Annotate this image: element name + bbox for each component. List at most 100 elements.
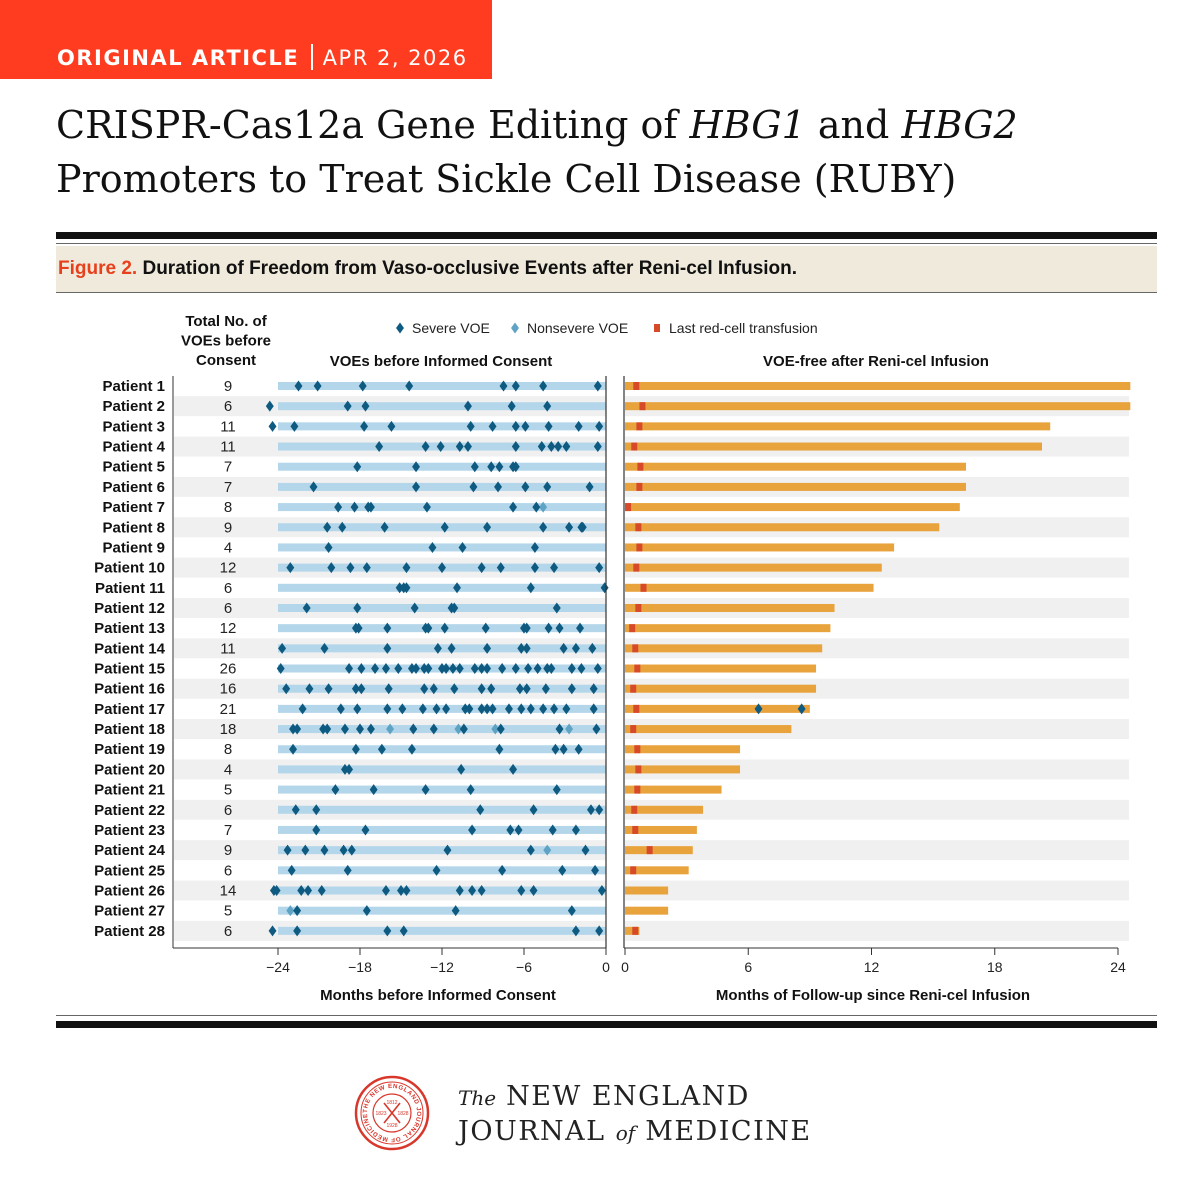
severe-voe-marker (324, 541, 333, 553)
severe-voe-marker (522, 622, 531, 634)
voe-free-bar (625, 583, 874, 592)
left-tick-label: −12 (430, 959, 454, 975)
legend-nonsevere-icon (511, 322, 519, 334)
voe-total: 6 (224, 923, 232, 940)
transfusion-marker (634, 745, 641, 754)
voe-free-bar (625, 624, 831, 633)
severe-voe-marker (550, 703, 559, 715)
voe-total: 4 (224, 539, 232, 556)
severe-voe-marker (354, 622, 363, 634)
figure-number: Figure 2. (58, 258, 138, 279)
transfusion-marker (631, 442, 638, 451)
severe-voe-marker (554, 441, 563, 453)
severe-voe-marker (443, 844, 452, 856)
severe-voe-marker (424, 622, 433, 634)
voe-total: 6 (224, 802, 232, 819)
patient-label: Patient 15 (94, 661, 165, 678)
severe-voe-marker (362, 562, 371, 574)
journal-line-2: JOURNAL of MEDICINE (458, 1115, 812, 1150)
pre-consent-band (278, 886, 606, 895)
severe-voe-marker (319, 723, 328, 735)
journal-wordmark: The NEW ENGLAND JOURNAL of MEDICINE (458, 1080, 812, 1150)
severe-voe-marker (477, 562, 486, 574)
severe-voe-marker (412, 461, 420, 473)
severe-voe-marker (522, 642, 531, 654)
severe-voe-marker (341, 723, 349, 735)
row-stripe-right (625, 880, 1129, 901)
severe-voe-marker (468, 824, 477, 836)
section-tag: ORIGINAL ARTICLE APR 2, 2026 (0, 0, 492, 79)
row-stripe-right (625, 759, 1129, 780)
severe-voe-marker (424, 663, 433, 675)
severe-voe-marker (436, 441, 445, 453)
voe-total: 9 (224, 842, 232, 859)
severe-voe-marker (559, 743, 568, 755)
transfusion-marker (635, 523, 642, 532)
severe-voe-marker (361, 400, 370, 412)
severe-voe-marker (509, 501, 518, 513)
severe-voe-marker (511, 380, 520, 392)
nonsevere-voe-marker (565, 723, 574, 735)
left-tick-label: −24 (266, 959, 290, 975)
severe-voe-marker (290, 420, 299, 432)
voe-total: 18 (220, 721, 237, 738)
voe-free-bar (625, 745, 741, 754)
severe-voe-marker (287, 864, 296, 876)
voe-free-bar (625, 725, 792, 734)
right-tick-label: 24 (1110, 959, 1126, 975)
severe-voe-marker (588, 642, 597, 654)
voe-total: 26 (220, 661, 237, 678)
transfusion-marker (634, 785, 641, 794)
transfusion-marker (636, 422, 643, 431)
patient-label: Patient 10 (94, 560, 165, 577)
severe-voe-marker (517, 642, 526, 654)
severe-voe-marker (345, 763, 354, 775)
voe-free-bar (625, 846, 693, 855)
severe-voe-marker (432, 703, 441, 715)
severe-voe-marker (371, 663, 379, 675)
severe-voe-marker (301, 844, 310, 856)
voe-total: 21 (220, 701, 237, 718)
title-gene-hbg1: HBG1 (689, 103, 806, 147)
severe-voe-marker (511, 461, 520, 473)
voe-total: 5 (224, 903, 232, 920)
severe-voe-marker (547, 663, 556, 675)
severe-voe-marker (317, 885, 326, 896)
transfusion-marker (633, 382, 640, 390)
voe-free-bar (625, 442, 1042, 451)
left-tick-label: −6 (516, 959, 532, 975)
voe-free-bar (625, 765, 741, 774)
right-tick-label: 12 (864, 959, 880, 975)
severe-voe-marker (291, 804, 300, 816)
severe-voe-marker (539, 521, 548, 533)
transfusion-marker (632, 644, 639, 653)
nonsevere-voe-marker (491, 723, 500, 735)
severe-voe-marker (278, 642, 287, 654)
severe-voe-marker (369, 784, 378, 796)
severe-voe-marker (521, 481, 530, 493)
severe-voe-marker (477, 885, 486, 896)
severe-voe-marker (283, 844, 292, 856)
severe-voe-marker (356, 723, 364, 735)
severe-voe-marker (547, 441, 556, 453)
severe-voe-marker (543, 663, 552, 675)
severe-voe-marker (544, 420, 553, 432)
transfusion-marker (630, 725, 637, 734)
title-gene-hbg2: HBG2 (901, 103, 1018, 147)
severe-voe-marker (498, 864, 507, 876)
title-line-1: CRISPR-Cas12a Gene Editing of HBG1 and H… (56, 98, 1156, 152)
voe-free-bar (625, 785, 722, 794)
severe-voe-marker (578, 521, 587, 533)
patient-label: Patient 27 (94, 903, 165, 920)
severe-voe-marker (466, 784, 475, 796)
severe-voe-marker (282, 683, 291, 695)
severe-voe-marker (589, 703, 598, 715)
voe-free-bar (625, 482, 966, 491)
severe-voe-marker (541, 683, 550, 695)
patient-label: Patient 8 (102, 519, 165, 536)
section-label: ORIGINAL ARTICLE (57, 46, 300, 70)
severe-voe-marker (477, 683, 486, 695)
legend-transfusion-label: Last red-cell transfusion (669, 320, 818, 336)
voe-free-bar (625, 402, 1131, 411)
severe-voe-marker (450, 683, 459, 695)
